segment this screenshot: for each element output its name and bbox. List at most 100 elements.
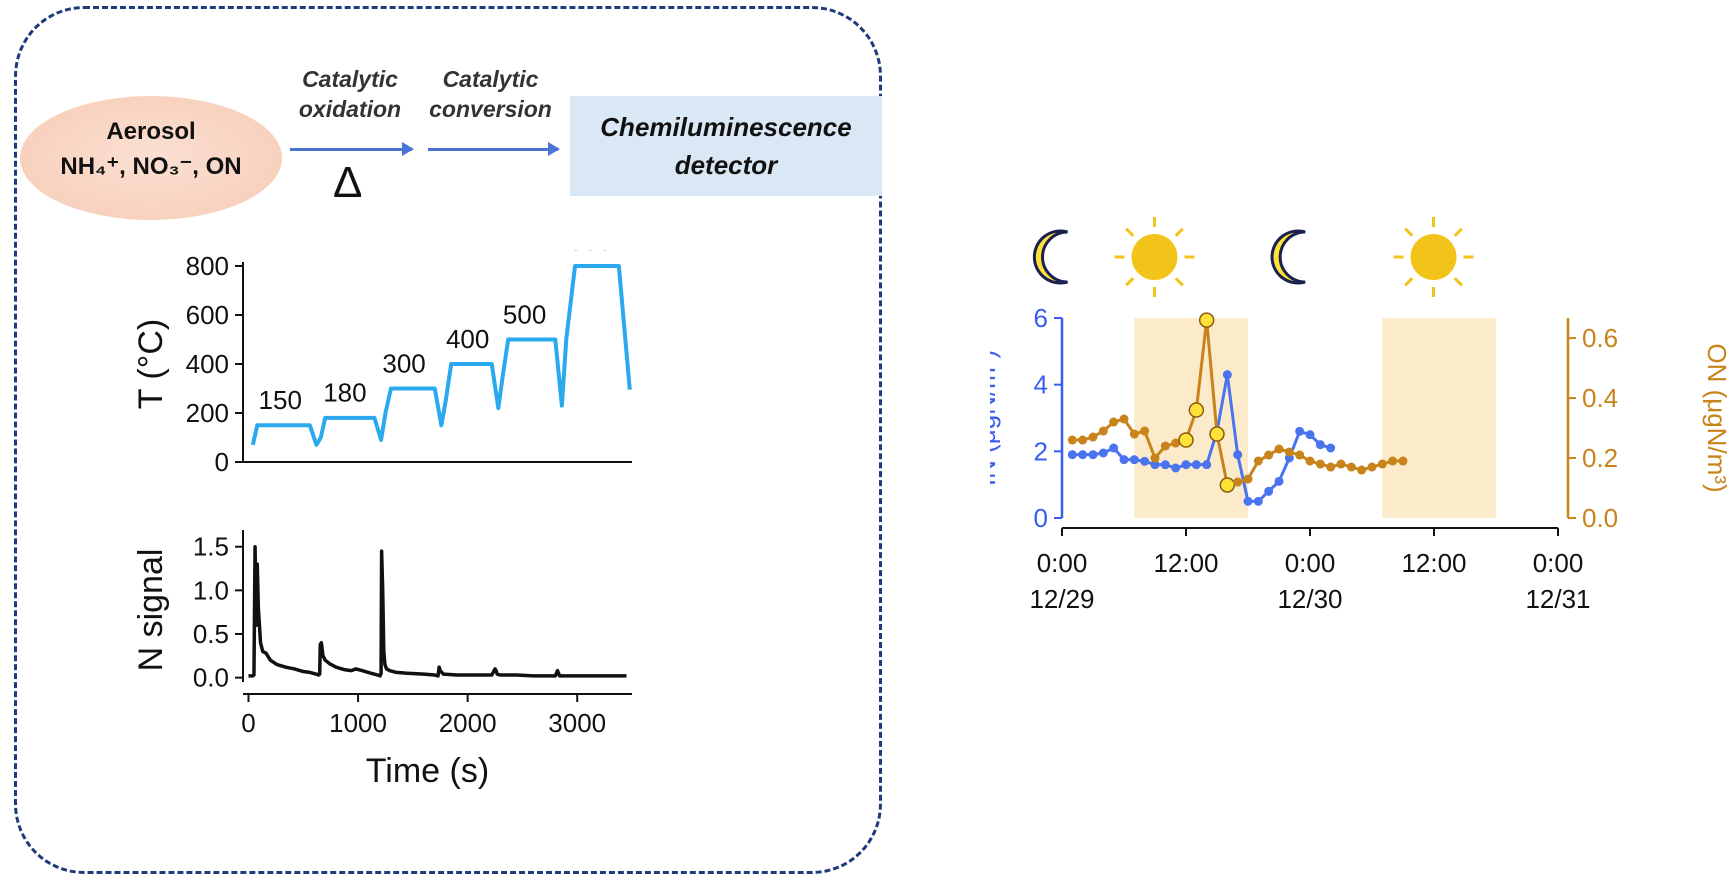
on-y-tick-label: 0.6 <box>1582 323 1618 353</box>
daytime-band <box>1382 318 1496 518</box>
sun-ray <box>1404 227 1414 237</box>
on-data-point <box>1140 426 1150 436</box>
sun-ray <box>1174 277 1184 287</box>
signal-y-tick-label: 1.5 <box>193 532 229 562</box>
in-data-point <box>1191 460 1201 470</box>
signal-y-tick-label: 1.0 <box>193 575 229 605</box>
in-data-point <box>1202 460 1212 470</box>
on-highlight-point <box>1198 312 1215 328</box>
sun-icon <box>1410 234 1457 280</box>
in-data-point <box>1305 430 1315 440</box>
in-data-point <box>1098 448 1108 458</box>
time-x-tick-label: 12:00 <box>1401 548 1466 578</box>
step-catalytic-oxidation: Catalytic oxidation <box>290 64 410 124</box>
time-x-tick-label: 12:00 <box>1153 548 1218 578</box>
signal-x-tick-label: 3000 <box>548 708 606 738</box>
on-data-point <box>1160 441 1170 451</box>
on-data-point <box>1388 456 1398 466</box>
signal-y-tick-label: 0.5 <box>193 619 229 649</box>
in-y-tick-label: 4 <box>1034 370 1048 400</box>
temp-y-tick-label: 600 <box>186 300 229 330</box>
in-data-point <box>1295 426 1305 436</box>
on-data-point <box>1305 456 1315 466</box>
n-signal-chart: 0.0 0.5 1.0 1.5 0 1000 2000 3000 N signal Time (s… <box>132 530 632 790</box>
on-data-point <box>1233 477 1243 487</box>
in-data-point <box>1067 450 1077 460</box>
on-data-point <box>1078 435 1088 445</box>
step1-line2: oxidation <box>298 96 402 122</box>
in-data-point <box>1253 496 1263 506</box>
in-y-tick-label: 0 <box>1034 503 1048 533</box>
sun-ray <box>1125 227 1135 237</box>
temp-series-line <box>250 264 632 447</box>
moon-icon <box>1032 229 1068 285</box>
on-data-point <box>1253 456 1263 466</box>
in-data-point <box>1140 456 1150 466</box>
on-data-point <box>1264 450 1274 460</box>
on-y-label: ON (μgN/m³) <box>1702 343 1730 492</box>
temp-y-tick-label: 0 <box>215 447 229 477</box>
time-x-tick-label: 0:00 <box>1533 548 1584 578</box>
diurnal-chart: 0 2 4 6 0.0 0.2 0.4 0.6 0:00 12/29 12:00 0:00 12/30 1… <box>990 217 1730 614</box>
time-x-date-label: 12/30 <box>1277 584 1342 614</box>
sun-ray <box>1404 277 1414 287</box>
on-data-point <box>1377 459 1387 469</box>
time-x-date-label: 12/31 <box>1525 584 1590 614</box>
on-data-point <box>1243 474 1253 484</box>
on-data-point <box>1336 459 1346 469</box>
in-data-point <box>1129 455 1139 465</box>
step-catalytic-conversion: Catalytic conversion <box>418 64 563 124</box>
sun-ray <box>1174 227 1184 237</box>
temp-step-label: 400 <box>446 324 489 354</box>
on-data-point <box>1171 438 1181 448</box>
on-highlight-point <box>1219 477 1236 493</box>
temp-step-label: 180 <box>323 378 366 408</box>
in-data-point <box>1233 450 1243 460</box>
in-data-point <box>1326 443 1336 453</box>
on-data-point <box>1315 459 1325 469</box>
on-data-point <box>1119 414 1129 424</box>
on-data-point <box>1326 462 1336 472</box>
in-data-point <box>1150 460 1160 470</box>
in-data-point <box>1078 450 1088 460</box>
temp-step-label: 800 <box>569 250 612 256</box>
on-y-tick-label: 0.0 <box>1582 503 1618 533</box>
on-data-point <box>1088 432 1098 442</box>
signal-x-tick-label: 0 <box>241 708 255 738</box>
on-highlight-point <box>1188 402 1205 418</box>
time-x-date-label: 12/29 <box>1029 584 1094 614</box>
in-data-point <box>1088 450 1098 460</box>
on-data-point <box>1357 465 1367 475</box>
on-data-point <box>1098 426 1108 436</box>
sun-ray <box>1453 227 1463 237</box>
in-data-point <box>1160 460 1170 470</box>
sun-ray <box>1453 277 1463 287</box>
in-data-point <box>1274 476 1284 486</box>
time-x-tick-label: 0:00 <box>1285 548 1336 578</box>
step1-line1: Catalytic <box>302 66 398 92</box>
in-y-label: IN (μgN/m³) <box>990 350 1001 486</box>
temp-step-label: 300 <box>382 348 425 378</box>
on-data-point <box>1129 429 1139 439</box>
in-data-point <box>1264 486 1274 496</box>
in-y-tick-label: 2 <box>1034 436 1048 466</box>
temp-y-tick-label: 800 <box>186 251 229 281</box>
on-data-point <box>1284 447 1294 457</box>
signal-x-label: Time (s) <box>366 752 489 790</box>
on-data-point <box>1398 456 1408 466</box>
aerosol-ellipse: Aerosol NH₄⁺, NO₃⁻, ON <box>20 96 282 220</box>
signal-x-tick-label: 1000 <box>329 708 387 738</box>
on-y-tick-label: 0.2 <box>1582 443 1618 473</box>
on-y-tick-label: 0.4 <box>1582 383 1618 413</box>
temperature-chart: 0 200 400 600 800 T (°C) 150 180 300 400 500 800 <box>132 250 632 477</box>
arrow-2 <box>428 142 560 156</box>
on-data-point <box>1109 417 1119 427</box>
on-data-point <box>1346 462 1356 472</box>
in-data-point <box>1119 455 1129 465</box>
on-data-point <box>1067 435 1077 445</box>
temp-step-label: 500 <box>503 299 546 329</box>
aerosol-title: Aerosol <box>106 118 196 145</box>
temp-y-tick-label: 200 <box>186 398 229 428</box>
temp-y-label: T (°C) <box>132 319 170 409</box>
temp-step-label: 150 <box>259 385 302 415</box>
